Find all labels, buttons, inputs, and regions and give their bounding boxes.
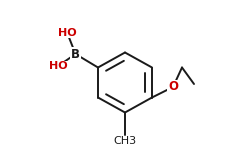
Text: CH3: CH3 [114, 136, 136, 147]
Text: B: B [71, 48, 80, 60]
Text: HO: HO [49, 61, 68, 71]
Text: O: O [168, 81, 178, 93]
Text: HO: HO [58, 28, 76, 38]
